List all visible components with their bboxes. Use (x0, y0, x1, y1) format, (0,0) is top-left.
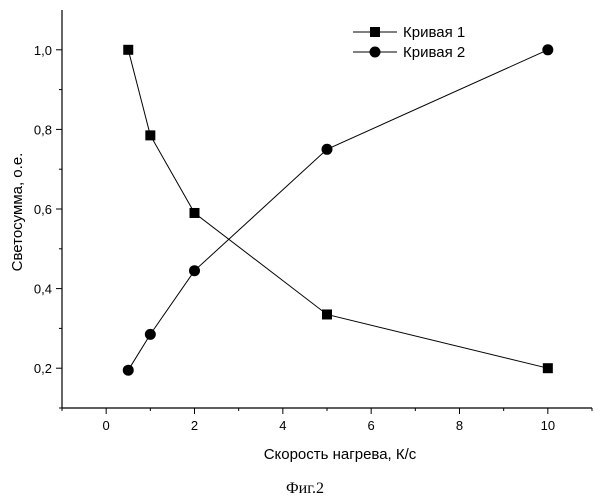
y-tick-label: 0,2 (34, 361, 52, 376)
y-tick-label: 1,0 (34, 43, 52, 58)
x-tick-label: 4 (279, 418, 286, 433)
series-2-point (189, 265, 200, 277)
series-1-point (189, 207, 200, 218)
legend-marker-2 (369, 46, 381, 58)
series-2-point (122, 364, 134, 376)
x-tick-label: 0 (103, 418, 110, 433)
series-2-point (542, 44, 554, 56)
y-tick-label: 0,6 (34, 202, 52, 217)
legend-marker-1 (370, 27, 380, 37)
x-tick-label: 2 (191, 418, 198, 433)
legend-label-2: Кривая 2 (403, 44, 465, 61)
legend-label-1: Кривая 1 (403, 24, 465, 41)
figure-caption: Фиг.2 (286, 480, 324, 497)
series-layer (122, 44, 554, 376)
x-tick-label: 8 (456, 418, 463, 433)
series-2-point (144, 328, 156, 340)
y-tick-label: 0,8 (34, 122, 52, 137)
series-1-point (123, 44, 134, 55)
x-tick-label: 6 (368, 418, 375, 433)
axes: 0 2 4 6 8 10 0,2 0,4 0,6 0,8 1,0 (34, 10, 593, 433)
series-1-point (542, 363, 553, 374)
y-axis-label: Светосумма, о.е. (9, 153, 26, 272)
series-1-point (322, 309, 332, 320)
series-2-point (321, 143, 333, 155)
series-1-point (145, 130, 156, 141)
x-tick-label: 10 (541, 418, 555, 433)
x-axis-label: Скорость нагрева, К/с (264, 446, 417, 463)
y-tick-label: 0,4 (34, 282, 52, 297)
legend: Кривая 1 Кривая 2 (353, 24, 465, 61)
